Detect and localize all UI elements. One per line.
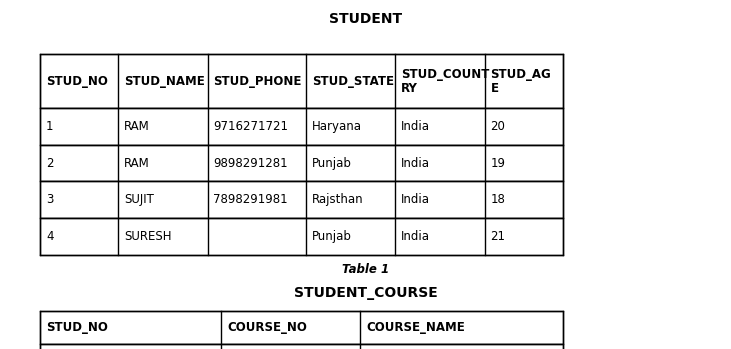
Text: 9716271721: 9716271721 xyxy=(213,120,289,133)
Text: STUD_NAME: STUD_NAME xyxy=(124,75,205,88)
Text: STUD_COUNT: STUD_COUNT xyxy=(401,68,490,81)
Text: STUD_NO: STUD_NO xyxy=(46,321,108,334)
Text: India: India xyxy=(401,120,431,133)
Text: India: India xyxy=(401,157,431,170)
Text: STUD_PHONE: STUD_PHONE xyxy=(213,75,302,88)
Text: 19: 19 xyxy=(491,157,506,170)
Text: STUDENT_COURSE: STUDENT_COURSE xyxy=(294,286,437,300)
Text: COURSE_NAME: COURSE_NAME xyxy=(366,321,465,334)
Text: COURSE_NO: COURSE_NO xyxy=(227,321,307,334)
Text: RAM: RAM xyxy=(124,157,150,170)
Text: SUJIT: SUJIT xyxy=(124,193,154,206)
Text: STUD_STATE: STUD_STATE xyxy=(312,75,394,88)
Bar xyxy=(40,181,563,218)
Text: STUD_NO: STUD_NO xyxy=(46,75,108,88)
Text: 7898291981: 7898291981 xyxy=(213,193,288,206)
Bar xyxy=(40,145,563,181)
Text: 3: 3 xyxy=(46,193,53,206)
Text: STUDENT: STUDENT xyxy=(329,12,402,26)
Bar xyxy=(40,54,563,108)
Text: 21: 21 xyxy=(491,230,506,243)
Bar xyxy=(40,218,563,255)
Text: SURESH: SURESH xyxy=(124,230,172,243)
Bar xyxy=(40,344,563,349)
Text: RAM: RAM xyxy=(124,120,150,133)
Text: Rajsthan: Rajsthan xyxy=(312,193,364,206)
Text: 1: 1 xyxy=(46,120,53,133)
Text: Haryana: Haryana xyxy=(312,120,362,133)
Text: 2: 2 xyxy=(46,157,53,170)
Text: Table 1: Table 1 xyxy=(342,263,389,276)
Text: 9898291281: 9898291281 xyxy=(213,157,288,170)
Text: RY: RY xyxy=(401,82,418,95)
Bar xyxy=(40,108,563,145)
Text: India: India xyxy=(401,230,431,243)
Text: Punjab: Punjab xyxy=(312,230,352,243)
Text: 20: 20 xyxy=(491,120,505,133)
Text: 18: 18 xyxy=(491,193,505,206)
Text: Punjab: Punjab xyxy=(312,157,352,170)
Text: STUD_AG: STUD_AG xyxy=(491,68,551,81)
Bar xyxy=(40,311,563,344)
Text: 4: 4 xyxy=(46,230,53,243)
Text: India: India xyxy=(401,193,431,206)
Text: E: E xyxy=(491,82,499,95)
